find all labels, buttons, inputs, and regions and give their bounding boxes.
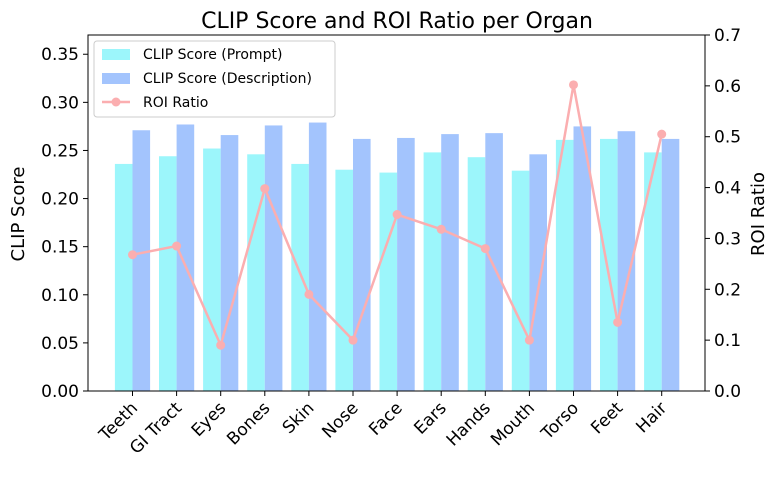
x-tick-label-10: Torso <box>537 398 583 444</box>
bar-description-4 <box>308 122 327 391</box>
bar-prompt-9 <box>511 170 530 391</box>
x-tick-label-12: Hair <box>632 398 671 437</box>
y2-tick-label-4: 0.4 <box>714 179 741 199</box>
x-tick-label-9: Mouth <box>487 398 539 450</box>
legend-label-1: CLIP Score (Description) <box>143 71 312 87</box>
roi-ratio-point-0 <box>128 250 137 260</box>
y-axis-label: CLIP Score <box>8 167 29 262</box>
x-tick-label-3: Bones <box>223 398 274 449</box>
legend-label-0: CLIP Score (Prompt) <box>143 47 282 63</box>
bar-description-12 <box>661 138 680 391</box>
roi-ratio-point-5 <box>348 335 358 345</box>
x-tick-label-4: Skin <box>279 398 319 438</box>
legend-swatch-1 <box>102 73 130 84</box>
bar-description-5 <box>353 138 371 391</box>
chart-title: CLIP Score and ROI Ratio per Organ <box>201 9 593 34</box>
y2-tick-label-7: 0.7 <box>714 26 741 46</box>
bar-description-6 <box>397 137 415 391</box>
x-tick-label-5: Nose <box>318 398 362 442</box>
x-tick-label-11: Feet <box>587 398 627 438</box>
y2-tick-label-1: 0.1 <box>714 331 741 351</box>
y-tick-label-4: 0.20 <box>41 190 79 210</box>
bar-prompt-3 <box>247 154 265 391</box>
bar-description-11 <box>617 131 636 391</box>
bar-prompt-10 <box>555 139 574 391</box>
bar-description-10 <box>573 126 592 392</box>
bar-prompt-4 <box>291 163 309 391</box>
bar-description-7 <box>441 134 459 391</box>
roi-ratio-point-10 <box>569 80 578 90</box>
roi-ratio-point-3 <box>260 184 270 194</box>
y2-tick-label-5: 0.5 <box>714 128 741 148</box>
legend-swatch-0 <box>102 49 130 60</box>
bar-prompt-5 <box>335 169 353 391</box>
bar-description-9 <box>529 154 547 391</box>
y2-tick-label-2: 0.2 <box>714 280 741 300</box>
x-tick-label-7: Ears <box>410 398 450 438</box>
y-tick-label-1: 0.05 <box>41 334 79 354</box>
y-tick-label-0: 0.00 <box>41 382 79 402</box>
y2-tick-label-3: 0.3 <box>714 229 741 249</box>
y2-tick-label-0: 0.0 <box>714 382 741 402</box>
x-tick-label-6: Face <box>365 398 406 439</box>
roi-ratio-point-4 <box>304 289 314 299</box>
y-tick-label-5: 0.25 <box>41 141 79 161</box>
bars-layer <box>114 122 680 392</box>
roi-ratio-point-1 <box>172 241 182 251</box>
bar-prompt-0 <box>114 163 133 391</box>
bar-description-8 <box>485 133 503 391</box>
legend-box <box>93 40 336 118</box>
bar-prompt-8 <box>467 157 486 391</box>
bar-prompt-2 <box>203 148 221 391</box>
y-tick-label-6: 0.30 <box>41 93 79 113</box>
roi-ratio-point-6 <box>392 210 402 220</box>
bar-description-1 <box>176 124 195 391</box>
roi-ratio-point-2 <box>216 340 226 350</box>
roi-ratio-point-12 <box>657 129 667 139</box>
y-tick-label-3: 0.15 <box>41 238 79 258</box>
x-tick-label-8: Hands <box>443 398 495 450</box>
roi-ratio-point-9 <box>524 335 534 345</box>
bar-prompt-6 <box>379 172 398 391</box>
bar-description-3 <box>264 125 283 392</box>
y-tick-label-2: 0.10 <box>41 286 79 306</box>
y2-axis-label: ROI Ratio <box>748 172 769 256</box>
roi-ratio-point-11 <box>613 317 623 327</box>
roi-line-layer <box>128 80 667 350</box>
legend: CLIP Score (Prompt) CLIP Score (Descripti… <box>93 40 336 118</box>
roi-ratio-point-8 <box>480 244 490 254</box>
bar-prompt-12 <box>644 152 662 391</box>
plot-frame <box>87 34 706 392</box>
y2-tick-label-6: 0.6 <box>714 77 741 97</box>
roi-ratio-point-7 <box>436 224 446 234</box>
bar-description-0 <box>132 130 151 391</box>
legend-label-2: ROI Ratio <box>143 95 208 111</box>
y-tick-label-7: 0.35 <box>41 45 79 65</box>
legend-marker-2 <box>111 97 121 107</box>
bar-prompt-11 <box>600 138 618 391</box>
bar-prompt-7 <box>423 152 442 391</box>
bar-prompt-1 <box>159 156 177 391</box>
bar-description-2 <box>220 135 239 391</box>
